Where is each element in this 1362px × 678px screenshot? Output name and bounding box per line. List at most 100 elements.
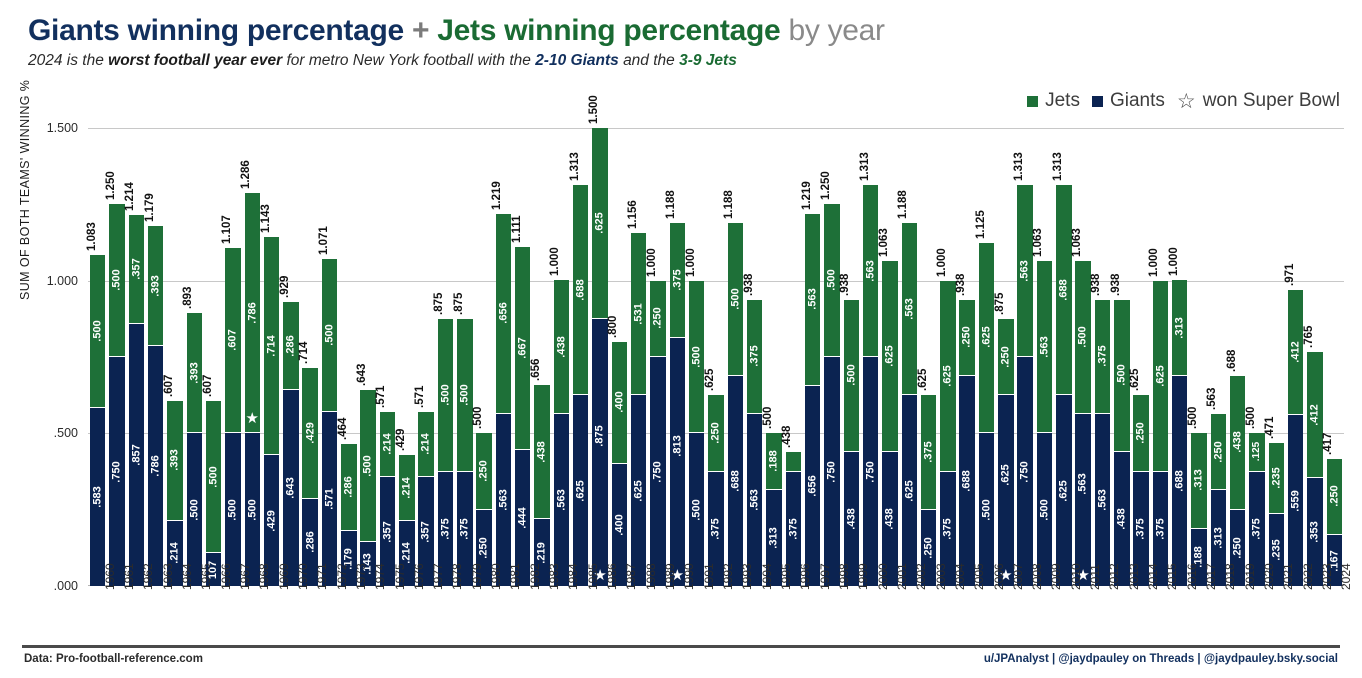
bar-segment-giants[interactable]: .375 — [708, 471, 724, 586]
bar-group[interactable]: 1.188 .563 .625 — [897, 190, 917, 586]
bar-group[interactable]: .656 .438 .219 — [530, 359, 550, 586]
bar-segment-jets[interactable]: .214 — [399, 455, 415, 521]
bar-segment-giants[interactable]: .214 — [399, 520, 415, 586]
bar-group[interactable]: 1.313 .688 .625 — [569, 152, 589, 586]
bar-segment-giants[interactable]: 107 — [205, 553, 222, 586]
bar-group[interactable]: .500 .125 .375 — [1245, 407, 1265, 586]
bar-group[interactable]: .563 .250 .313 — [1206, 388, 1227, 586]
bar-segment-giants[interactable]: .438 — [1114, 452, 1130, 586]
bar-segment-giants[interactable]: .250 — [476, 509, 492, 586]
bar-segment-giants[interactable]: .563 — [746, 414, 763, 586]
bar-segment-giants[interactable]: .375 — [437, 471, 454, 586]
bar-segment-giants[interactable]: .643 — [283, 389, 299, 586]
bar-segment-giants[interactable]: .357 — [379, 477, 396, 586]
bar-segment-jets[interactable]: .500 — [360, 389, 376, 543]
bar-segment-jets[interactable]: .438 — [1229, 375, 1246, 510]
bar-segment-jets[interactable]: .393 — [147, 226, 164, 347]
bar-segment-giants[interactable]: .563 ★ — [1075, 414, 1091, 586]
bar-segment-giants[interactable]: .167 — [1326, 535, 1343, 586]
bar-segment-giants[interactable]: .571 — [321, 411, 338, 586]
bar-segment-giants[interactable]: .500 — [1036, 433, 1053, 586]
bar-segment-giants[interactable]: .400 — [611, 463, 628, 586]
bar-group[interactable]: 1.313 .563 .750 — [1013, 152, 1033, 586]
bar-segment-giants[interactable]: .250 — [920, 509, 937, 586]
bar-group[interactable]: .938 .500 .438 — [839, 273, 859, 586]
bar-segment-giants[interactable]: .444 — [515, 450, 531, 586]
bar-group[interactable]: .625 .375 .250 — [917, 369, 937, 586]
bar-group[interactable]: 1.219 .563 .656 — [801, 181, 821, 586]
bar-group[interactable]: 1.214 .357 .857 — [124, 183, 145, 586]
bar-group[interactable]: .500 .313 .188 — [1187, 407, 1207, 586]
bar-segment-jets[interactable]: .563 — [862, 185, 879, 357]
bar-segment-giants[interactable]: .750 — [650, 357, 666, 586]
bar-segment-jets[interactable]: .214 — [418, 411, 434, 477]
bar-group[interactable]: .938 .375 .563 — [1090, 273, 1111, 586]
bar-group[interactable]: .875 .500 .375 — [433, 292, 454, 586]
bar-group[interactable]: .417 .250 .167 — [1322, 432, 1343, 586]
bar-segment-giants[interactable]: .188 — [1191, 528, 1207, 586]
bar-segment-giants[interactable]: .688 — [1172, 375, 1188, 586]
bar-group[interactable]: .571 .214 .357 — [375, 385, 396, 586]
bar-segment-giants[interactable]: .688 — [959, 375, 975, 586]
bar-group[interactable]: .607 .393 .214 — [163, 374, 183, 586]
bar-group[interactable]: 1.313 .563 .750 — [859, 152, 879, 586]
bar-segment-giants[interactable]: .625 — [630, 395, 647, 586]
bar-segment-jets[interactable]: .063 — [785, 452, 802, 472]
bar-segment-giants[interactable]: .438 — [882, 452, 898, 586]
bar-group[interactable]: .875 .250 .625 ★ — [994, 292, 1014, 586]
bar-segment-giants[interactable]: .357 — [418, 477, 434, 586]
bar-segment-giants[interactable]: .179 — [341, 531, 357, 586]
bar-group[interactable]: .607 .500 107 — [202, 374, 222, 586]
bar-group[interactable]: .929 .286 .643 — [279, 276, 299, 586]
bar-segment-jets[interactable]: .412 — [1307, 352, 1323, 479]
bar-group[interactable]: 1.071 .500 .571 — [318, 226, 338, 586]
bar-segment-giants[interactable]: .500 — [688, 433, 705, 586]
bar-segment-jets[interactable]: .400 — [611, 341, 628, 464]
bar-segment-jets[interactable]: .625 — [978, 242, 995, 434]
bar-segment-jets[interactable]: .500 — [109, 204, 125, 357]
bar-segment-giants[interactable]: .857 — [128, 324, 145, 586]
bar-segment-jets[interactable]: .286 — [283, 302, 299, 390]
bar-segment-giants[interactable]: .438 — [843, 452, 859, 586]
bar-segment-jets[interactable]: .500 — [1075, 261, 1091, 415]
bar-segment-jets[interactable]: .500 — [89, 255, 106, 408]
bar-group[interactable]: .938 .250 .688 — [955, 273, 975, 586]
bar-segment-giants[interactable]: .313 — [766, 490, 782, 586]
bar-segment-giants[interactable]: .786 — [147, 346, 164, 586]
bar-segment-jets[interactable]: .500 — [688, 280, 705, 434]
bar-group[interactable]: .471 .235 .235 — [1264, 416, 1285, 586]
bar-segment-giants[interactable]: .750 — [824, 357, 840, 586]
bar-segment-giants[interactable]: .750 — [1017, 357, 1033, 586]
bar-segment-jets[interactable]: .667 — [515, 246, 531, 451]
bar-group[interactable]: 1.143 .714 .429 — [260, 204, 280, 586]
bar-segment-giants[interactable]: .313 — [1210, 490, 1227, 586]
bar-group[interactable]: 1.000 .500 .500 — [685, 248, 705, 586]
bar-group[interactable]: .643 .500 .143 — [356, 363, 376, 586]
bar-segment-jets[interactable]: .714 — [263, 237, 280, 456]
bar-segment-jets[interactable]: .375 — [669, 223, 686, 338]
bar-segment-jets[interactable]: .125 — [1249, 433, 1265, 472]
bar-segment-jets[interactable]: .375 — [920, 395, 937, 510]
bar-segment-jets[interactable]: .375 — [1094, 299, 1111, 415]
bar-group[interactable]: .938 .375 .563 — [743, 273, 763, 586]
bar-segment-giants[interactable]: .625 — [901, 395, 917, 586]
bar-group[interactable]: .893 .393 .500 — [182, 287, 202, 586]
bar-group[interactable]: .625 .250 .375 — [704, 369, 724, 586]
bar-segment-jets[interactable]: .688 — [1056, 185, 1072, 396]
bar-segment-jets[interactable]: .393 — [186, 313, 202, 434]
bar-group[interactable]: 1.107 .607 .500 — [221, 215, 241, 586]
bar-segment-giants[interactable]: .813 ★ — [669, 337, 686, 586]
bar-segment-giants[interactable]: .750 — [862, 357, 879, 586]
bar-group[interactable]: .464 .286 .179 — [337, 418, 357, 586]
bar-segment-jets[interactable]: .625 — [882, 261, 898, 453]
bar-segment-giants[interactable]: .625 — [573, 395, 589, 586]
bar-group[interactable]: 1.179 .393 .786 — [144, 193, 164, 586]
bar-segment-jets[interactable]: .286 — [341, 444, 357, 532]
bar-segment-jets[interactable]: .235 — [1268, 442, 1285, 515]
bar-segment-jets[interactable]: .250 — [476, 433, 492, 510]
bar-segment-giants[interactable]: .375 — [457, 471, 473, 586]
bar-group[interactable]: 1.286 .786 ★ .500 — [240, 161, 260, 586]
bar-segment-jets[interactable]: .607 — [225, 248, 241, 434]
bar-segment-jets[interactable]: .500 — [824, 204, 840, 357]
bar-group[interactable]: 1.000 .313 .688 — [1168, 248, 1188, 586]
